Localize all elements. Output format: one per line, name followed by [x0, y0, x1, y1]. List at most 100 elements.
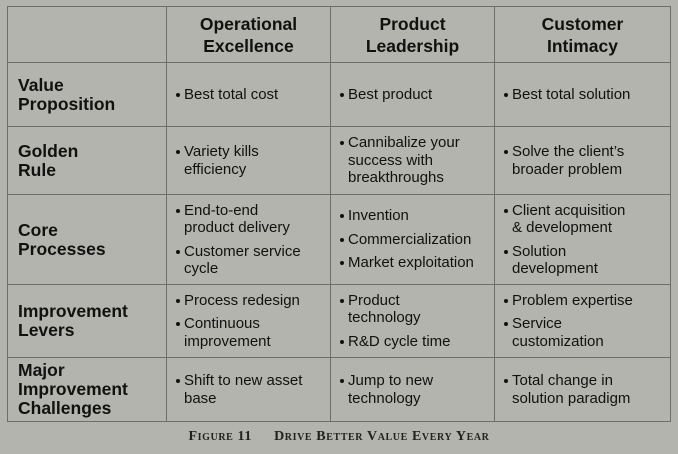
- bullet-item: Commercialization: [339, 231, 486, 249]
- bullet-list: Invention Commercialization Market exploit…: [339, 207, 486, 272]
- cell-operational-excellence: Variety kills efficiency: [166, 126, 331, 195]
- value-discipline-table: Operational Excellence Product Leadershi…: [7, 6, 671, 422]
- bullet-item: Solve the client’s broader problem: [503, 143, 662, 178]
- bullet-text-line: product delivery: [184, 219, 290, 236]
- cell-product-leadership: Best product: [330, 62, 495, 127]
- bullet-item: Total change in solution paradigm: [503, 372, 662, 407]
- bullet-list: Solve the client’s broader problem: [503, 143, 662, 178]
- bullet-item: Continuous improvement: [175, 315, 322, 350]
- corner-cell: [7, 6, 167, 63]
- bullet-item: R&D cycle time: [339, 333, 486, 351]
- bullet-text-line: breakthroughs: [348, 169, 444, 187]
- bullet-text-line: Continuous: [184, 315, 260, 333]
- column-header-line: Customer: [541, 13, 624, 34]
- row-header-line: Proposition: [18, 93, 116, 114]
- bullet-text-line: Commercialization: [348, 230, 472, 248]
- bullet-list: Total change in solution paradigm: [503, 372, 662, 407]
- bullet-item: Variety kills efficiency: [175, 143, 322, 178]
- bullet-text-line: End-to-end: [184, 201, 259, 219]
- row-header-line: Levers: [18, 320, 75, 340]
- bullet-text-line: efficiency: [184, 160, 247, 178]
- bullet-item: Client acquisition & development: [503, 202, 662, 237]
- column-header-line: Product: [379, 13, 446, 34]
- bullet-text-line: Shift to new asset: [184, 372, 303, 389]
- bullet-list: Client acquisition & development Solution d…: [503, 202, 662, 278]
- cell-product-leadership: Jump to new technology: [330, 357, 495, 422]
- bullet-item: Jump to new technology: [339, 372, 486, 407]
- bullet-text-line: development: [512, 260, 598, 277]
- bullet-text-line: Solution: [512, 242, 567, 260]
- column-header-line: Excellence: [203, 35, 294, 56]
- bullet-text-line: success with: [348, 151, 434, 169]
- table-row: Major Improvement Challenges Shift to new a…: [7, 357, 671, 422]
- row-header: Improvement Levers: [7, 284, 167, 358]
- bullet-list: Product technology R&D cycle time: [339, 292, 486, 351]
- bullet-text-line: Total change in: [512, 372, 613, 389]
- bullet-list: Jump to new technology: [339, 372, 486, 407]
- bullet-item: Shift to new asset base: [175, 372, 322, 407]
- cell-customer-intimacy: Best total solution: [494, 62, 671, 127]
- bullet-list: End-to-end product delivery Customer servi…: [175, 202, 322, 278]
- bullet-text-line: Best product: [348, 85, 433, 103]
- bullet-text-line: customization: [512, 332, 604, 350]
- cell-product-leadership: Invention Commercialization Market exploit…: [330, 194, 495, 285]
- bullet-text-line: Solve the client’s: [512, 143, 625, 160]
- bullet-list: Best product: [339, 86, 486, 104]
- bullet-item: Invention: [339, 207, 486, 225]
- bullet-item: Product technology: [339, 292, 486, 327]
- bullet-item: End-to-end product delivery: [175, 202, 322, 237]
- row-header-line: Core: [18, 219, 58, 240]
- row-header: Value Proposition: [7, 62, 167, 127]
- row-header-line: Improvement: [18, 379, 128, 399]
- bullet-text-line: Invention: [348, 207, 409, 225]
- row-header: Core Processes: [7, 194, 167, 285]
- bullet-text-line: Best total solution: [512, 85, 631, 103]
- bullet-item: Problem expertise: [503, 292, 662, 310]
- bullet-text-line: Market exploitation: [348, 254, 474, 272]
- bullet-text-line: Problem expertise: [512, 291, 633, 309]
- table-row: Value Proposition Best total cost Best prod…: [7, 62, 671, 127]
- column-header-customer-intimacy: Customer Intimacy: [494, 6, 671, 63]
- row-header: Major Improvement Challenges: [7, 357, 167, 422]
- bullet-text-line: Cannibalize your: [348, 134, 460, 152]
- bullet-text-line: Process redesign: [184, 291, 300, 309]
- bullet-list: Best total cost: [175, 86, 322, 104]
- row-header-line: Golden: [18, 140, 79, 161]
- bullet-text-line: Product: [348, 291, 400, 309]
- bullet-text-line: R&D cycle time: [348, 332, 451, 350]
- bullet-text-line: Service: [512, 315, 563, 333]
- table-row: Golden Rule Variety kills efficiency Canniba…: [7, 126, 671, 195]
- bullet-item: Cannibalize your success with breakthrough…: [339, 134, 486, 187]
- bullet-text-line: base: [184, 389, 217, 407]
- row-header-line: Major: [18, 360, 65, 380]
- bullet-text-line: solution paradigm: [512, 389, 631, 407]
- row-header-line: Value: [18, 74, 64, 95]
- column-header-line: Intimacy: [547, 35, 618, 56]
- bullet-list: Process redesign Continuous improvement: [175, 292, 322, 351]
- cell-operational-excellence: Process redesign Continuous improvement: [166, 284, 331, 358]
- table-body: Value Proposition Best total cost Best prod…: [7, 62, 671, 422]
- bullet-text-line: cycle: [184, 260, 219, 277]
- cell-product-leadership: Product technology R&D cycle time: [330, 284, 495, 358]
- table-row: Improvement Levers Process redesign Continu…: [7, 284, 671, 358]
- cell-operational-excellence: Shift to new asset base: [166, 357, 331, 422]
- bullet-item: Best total solution: [503, 86, 662, 104]
- bullet-item: Best total cost: [175, 86, 322, 104]
- cell-customer-intimacy: Problem expertise Service customization: [494, 284, 671, 358]
- bullet-list: Best total solution: [503, 86, 662, 104]
- bullet-text-line: technology: [348, 389, 421, 407]
- row-header-line: Rule: [18, 159, 56, 180]
- cell-customer-intimacy: Solve the client’s broader problem: [494, 126, 671, 195]
- bullet-list: Variety kills efficiency: [175, 143, 322, 178]
- column-header-operational-excellence: Operational Excellence: [166, 6, 331, 63]
- bullet-item: Best product: [339, 86, 486, 104]
- bullet-list: Shift to new asset base: [175, 372, 322, 407]
- column-header-line: Leadership: [365, 35, 460, 56]
- figure-number: Figure 11: [188, 429, 252, 444]
- cell-product-leadership: Cannibalize your success with breakthrough…: [330, 126, 495, 195]
- bullet-text-line: & development: [512, 219, 613, 236]
- bullet-text-line: Best total cost: [184, 85, 279, 103]
- row-header: Golden Rule: [7, 126, 167, 195]
- figure-caption: Figure 11 Drive Better Value Every Year: [0, 429, 678, 445]
- column-header-product-leadership: Product Leadership: [330, 6, 495, 63]
